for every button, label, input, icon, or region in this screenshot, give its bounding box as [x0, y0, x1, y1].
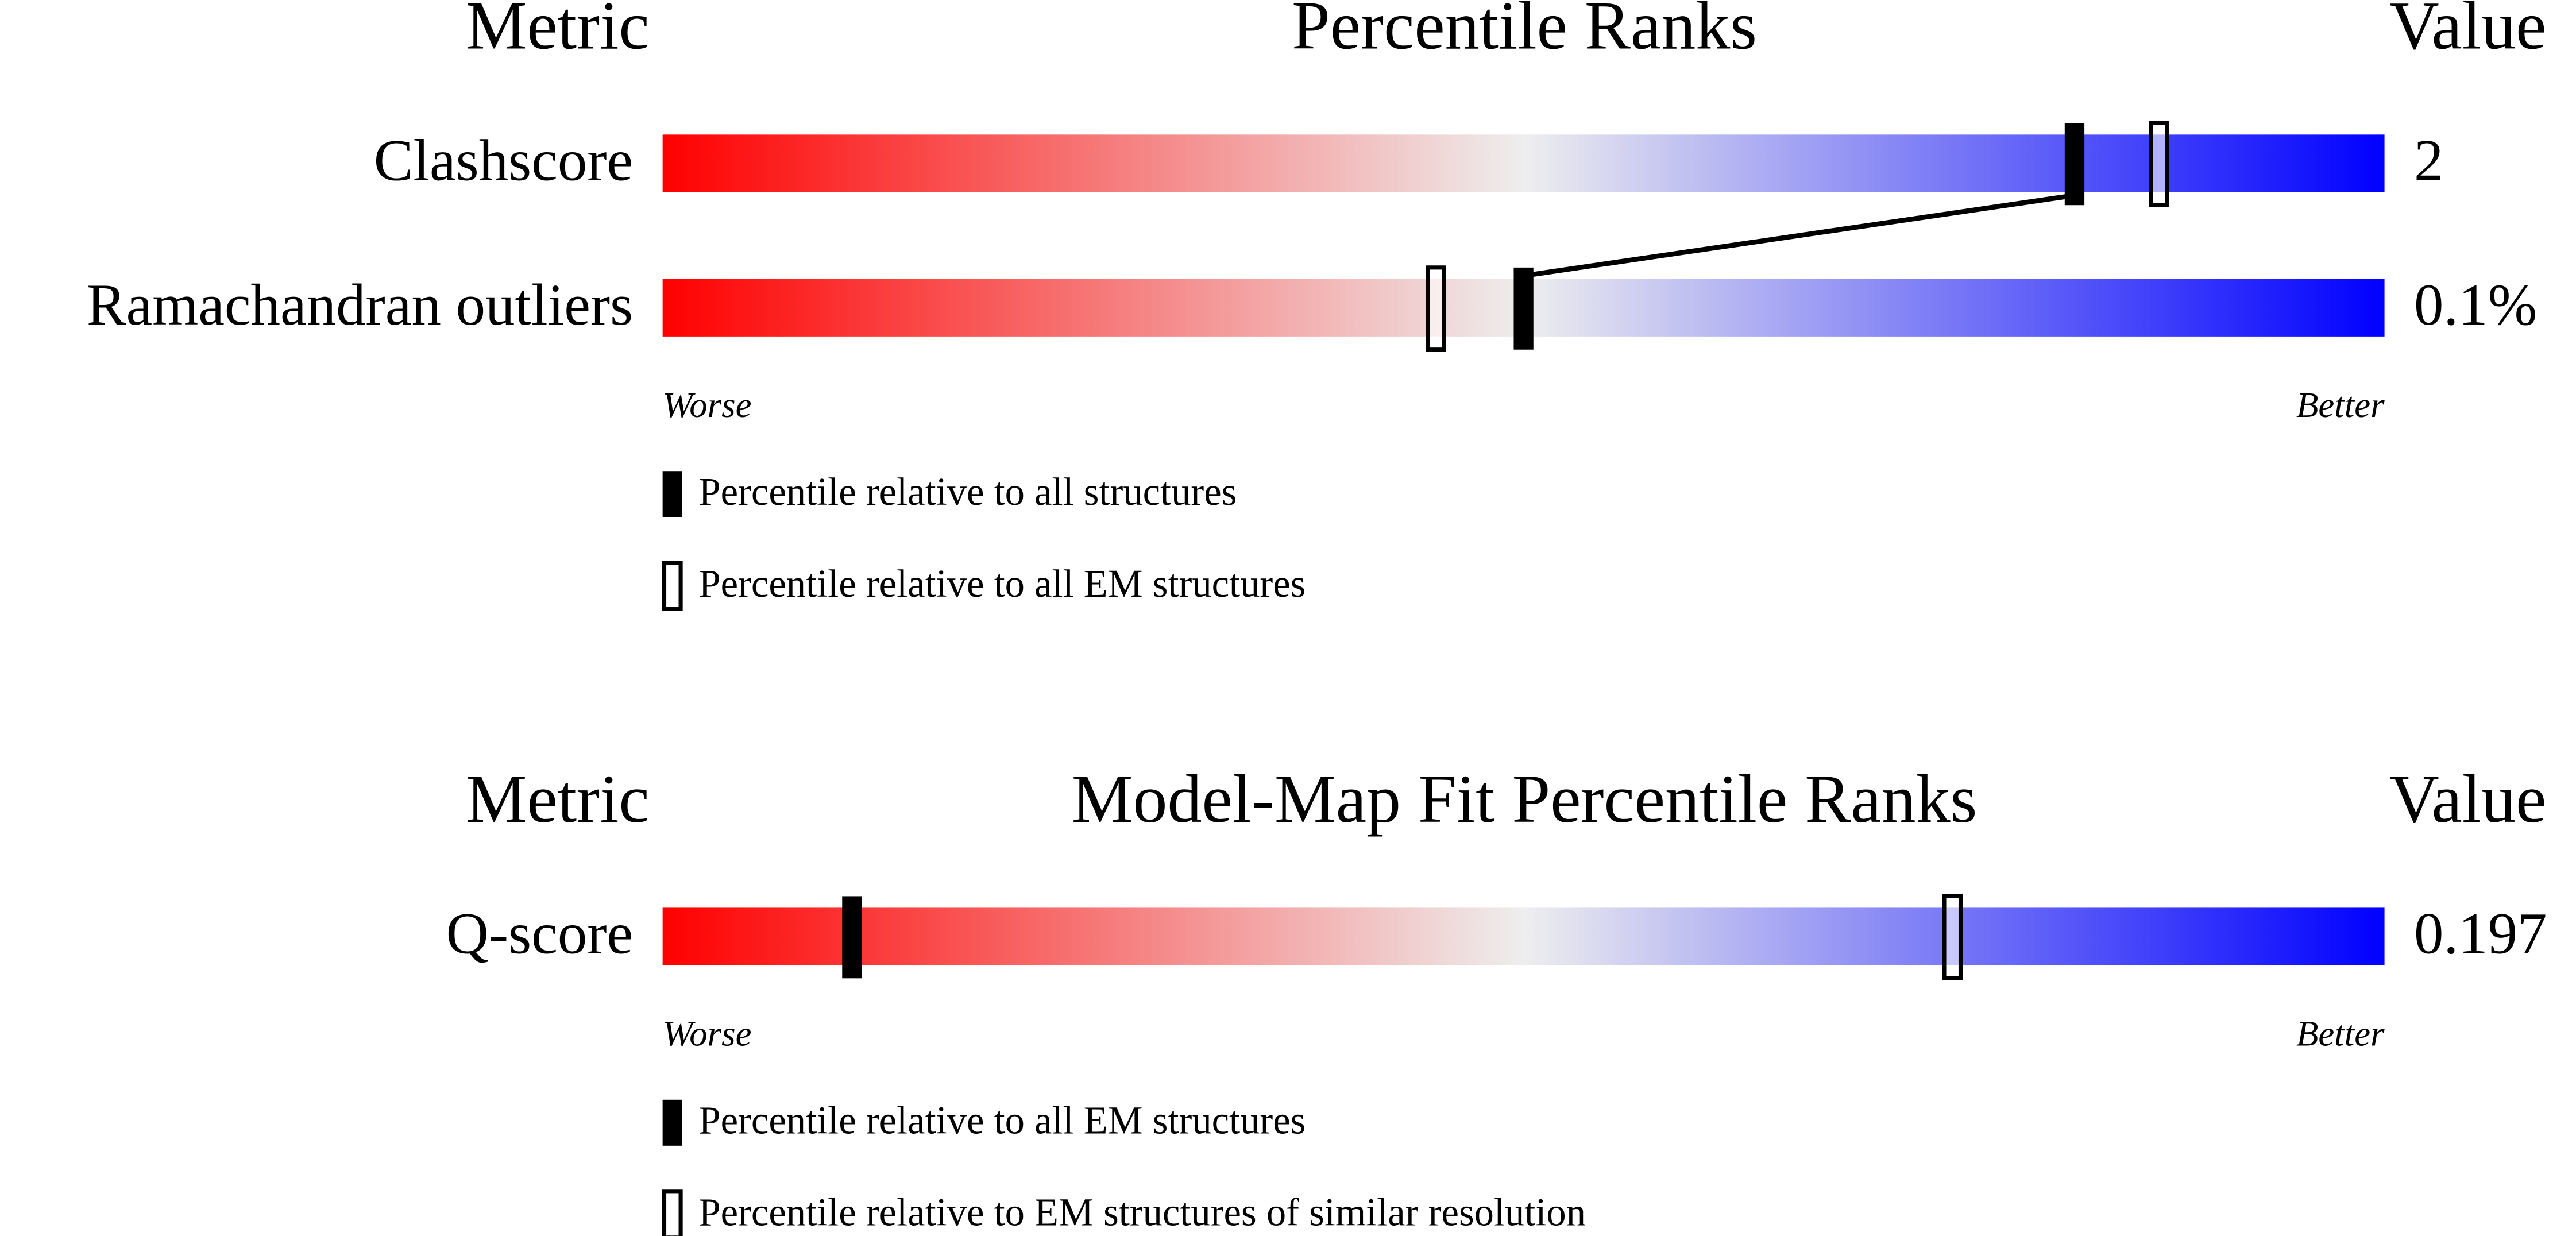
metric-value: 2	[2414, 128, 2443, 194]
chart-title: Model-Map Fit Percentile Ranks	[1072, 760, 1978, 837]
legend-label: Percentile relative to all structures	[699, 470, 1237, 513]
metric-label: Q-score	[446, 901, 634, 967]
marker-open	[2149, 121, 2169, 207]
better-label: Better	[2296, 385, 2385, 425]
metric-value: 0.197	[2414, 901, 2547, 967]
percentile-bar	[662, 134, 2385, 192]
legend-icon	[662, 471, 682, 517]
legend-label: Percentile relative to all EM structures	[699, 562, 1306, 605]
legend-label: Percentile relative to EM structures of …	[699, 1190, 1586, 1234]
metric-header: Metric	[466, 760, 650, 837]
metric-label: Ramachandran outliers	[87, 272, 633, 338]
marker-filled	[2064, 123, 2085, 206]
worse-label: Worse	[663, 1014, 752, 1054]
worse-label: Worse	[663, 385, 752, 425]
legend-icon	[662, 1189, 683, 1236]
connector-line	[1523, 192, 2075, 279]
metric-label: Clashscore	[374, 128, 633, 194]
marker-open	[1942, 894, 1963, 980]
marker-filled	[842, 896, 862, 979]
legend-icon	[662, 561, 683, 611]
better-label: Better	[2296, 1014, 2385, 1054]
metric-value: 0.1%	[2414, 272, 2537, 338]
legend-label: Percentile relative to all EM structures	[699, 1098, 1306, 1142]
marker-open	[1425, 265, 1446, 352]
value-header: Value	[2389, 0, 2546, 64]
marker-filled	[1513, 267, 1534, 350]
legend-icon	[662, 1099, 682, 1146]
chart-title: Percentile Ranks	[1292, 0, 1757, 64]
metric-header: Metric	[466, 0, 650, 64]
percentile-bar	[662, 907, 2385, 965]
value-header: Value	[2389, 760, 2546, 837]
